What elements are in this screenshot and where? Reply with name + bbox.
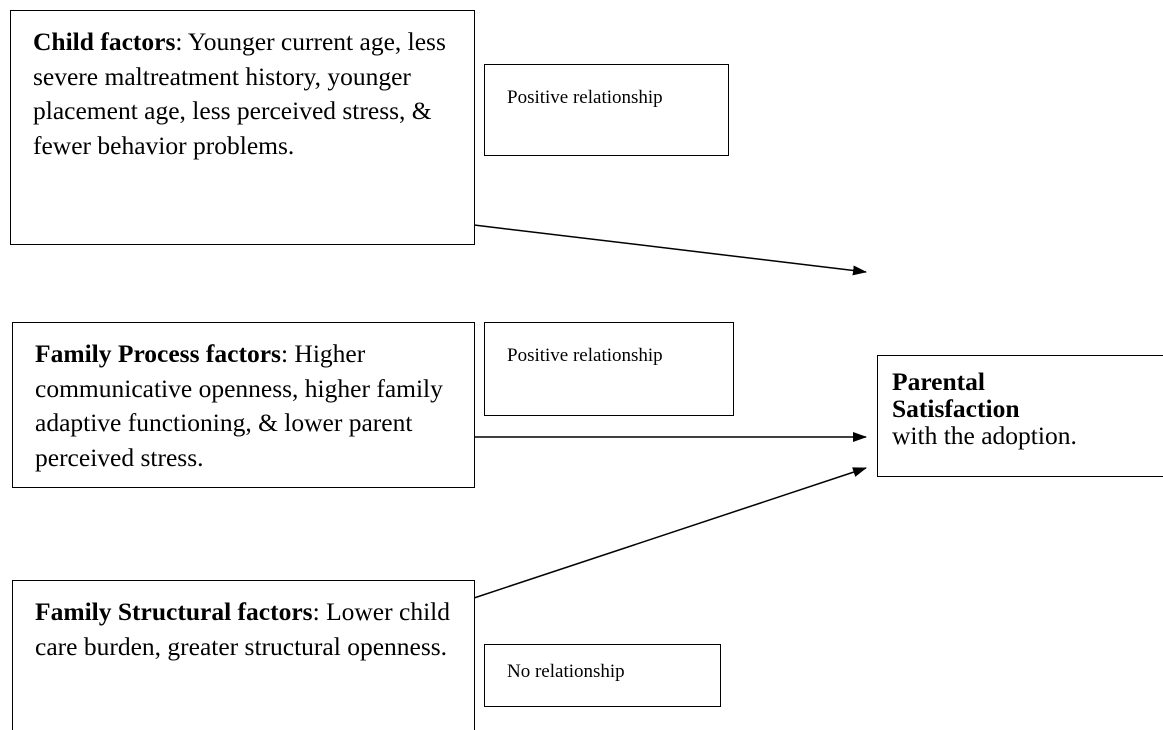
edge-label: Positive relationship xyxy=(484,64,729,156)
node-box: Family Structural factors: Lower child c… xyxy=(12,580,475,730)
edge-label: Positive relationship xyxy=(484,322,734,416)
node-text: : Lower child care burden, greater struc… xyxy=(35,597,450,661)
node-box: Parental Satisfaction with the adoption. xyxy=(877,355,1163,477)
node-box: Child factors: Younger current age, less… xyxy=(10,10,475,245)
arrow xyxy=(473,224,867,276)
node-title: Parental Satisfaction xyxy=(892,367,1020,423)
node-box: Family Process factors: Higher communica… xyxy=(12,322,475,488)
edge-label: No relationship xyxy=(484,644,721,707)
arrow xyxy=(473,467,867,599)
node-text: with the adoption. xyxy=(892,421,1077,450)
node-title: Family Process factors xyxy=(35,339,281,368)
node-title: Family Structural factors xyxy=(35,597,313,626)
node-text: : Higher communicative openness, higher … xyxy=(35,339,443,472)
node-title: Child factors xyxy=(33,27,176,56)
node-text: : Younger current age, less severe maltr… xyxy=(33,27,446,160)
